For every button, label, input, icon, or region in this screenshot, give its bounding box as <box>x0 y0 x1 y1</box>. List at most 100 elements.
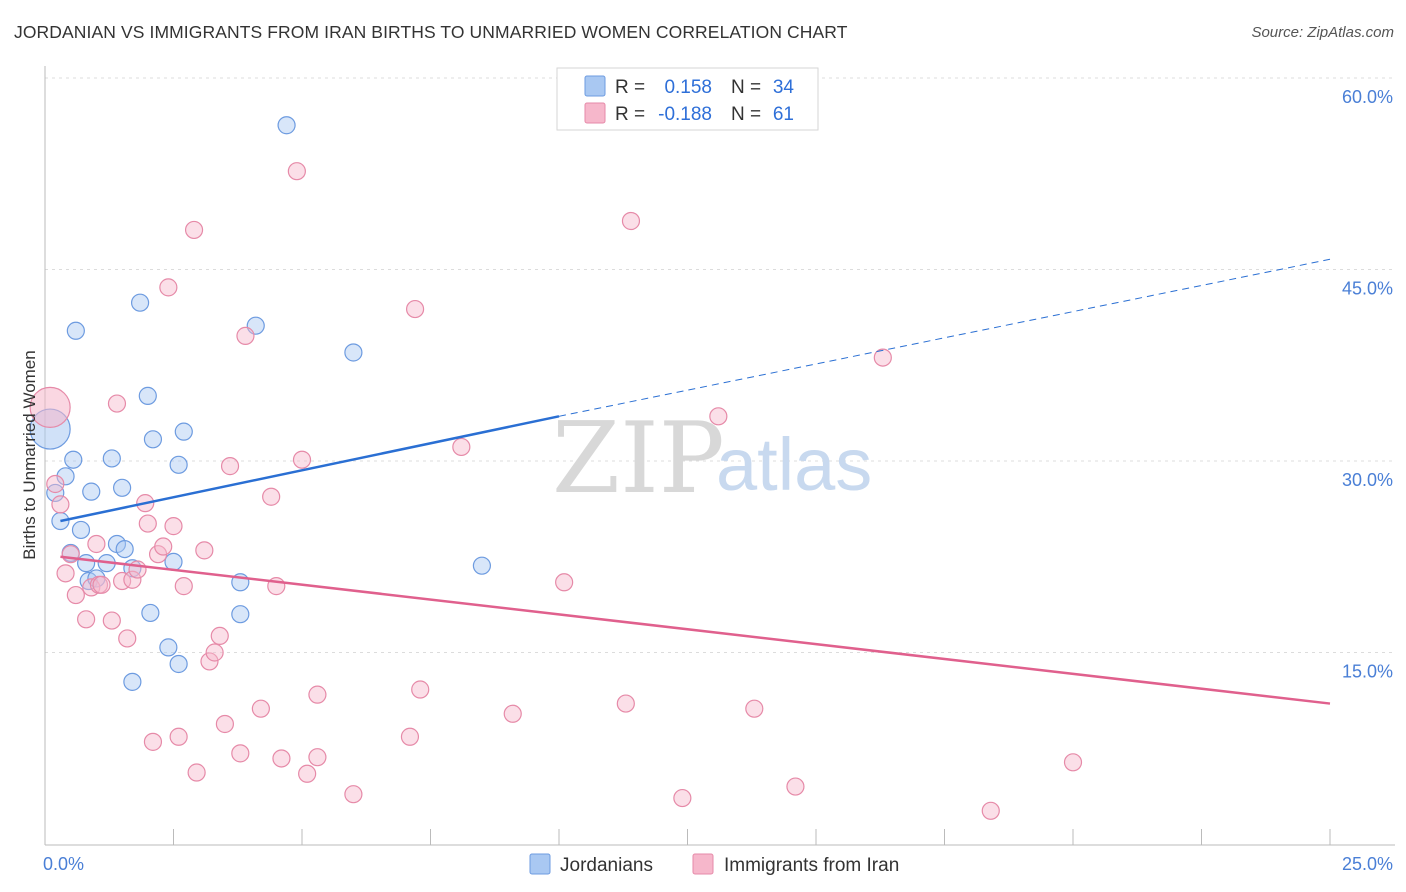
jordanian-point <box>159 638 178 657</box>
iran-point <box>709 407 728 426</box>
iran-point <box>745 699 764 718</box>
legend-r-label: R = <box>615 77 645 98</box>
iran-point <box>308 685 327 704</box>
x-tick-labels: 0.0% 25.0% <box>43 854 1393 874</box>
jordanian-trend-extension <box>558 258 1331 417</box>
iran-point <box>77 610 96 629</box>
iran-point <box>87 534 106 554</box>
iran-point <box>187 763 206 782</box>
jordanian-point <box>56 467 75 486</box>
legend-label-jordanians: Jordanians <box>560 855 653 876</box>
iran-point <box>308 748 327 767</box>
jordanian-point <box>174 422 193 441</box>
iran-point <box>205 643 224 662</box>
jordanian-trend-line <box>60 415 560 523</box>
legend-n-value: 34 <box>773 77 795 98</box>
iran-point <box>555 573 574 592</box>
jordanian-point <box>82 482 101 501</box>
legend-swatch-iran <box>692 853 714 875</box>
iran-point <box>503 704 522 723</box>
legend-swatch-jordanians <box>584 75 606 97</box>
chart-title: JORDANIAN VS IMMIGRANTS FROM IRAN BIRTHS… <box>14 22 848 42</box>
iran-point <box>251 699 270 718</box>
y-tick-label: 60.0% <box>1342 87 1393 107</box>
jordanian-point <box>169 654 188 674</box>
jordanian-point <box>141 603 160 623</box>
iran-point <box>102 611 121 630</box>
iran-trend-line <box>60 555 1331 705</box>
jordanian-point <box>143 430 163 449</box>
iran-point <box>1063 753 1083 772</box>
series-legend: Jordanians Immigrants from Iran <box>529 853 899 876</box>
iran-point <box>200 652 219 671</box>
iran-point <box>298 764 317 783</box>
iran-point <box>118 629 137 648</box>
jordanian-point <box>115 539 134 559</box>
y-tick-labels: 15.0% 30.0% 45.0% 60.0% <box>1342 87 1393 682</box>
jordanian-point <box>138 386 157 405</box>
iran-point <box>123 570 142 589</box>
axes <box>44 66 1395 846</box>
legend-n-value: 61 <box>773 104 794 125</box>
iran-point <box>51 495 70 514</box>
iran-point <box>29 386 71 428</box>
data-points <box>29 116 1083 820</box>
legend-n-label: N = <box>731 104 761 125</box>
iran-point <box>164 517 183 536</box>
x-tick-label: 25.0% <box>1342 854 1393 874</box>
legend-n-label: N = <box>731 77 761 98</box>
y-axis-label: Births to Unmarried Women <box>20 350 39 559</box>
jordanian-point <box>169 455 188 474</box>
iran-point <box>621 211 641 231</box>
trend-lines <box>60 258 1331 705</box>
jordanian-point <box>102 449 121 468</box>
jordanian-point <box>123 672 142 691</box>
legend-swatch-jordanians <box>529 853 551 875</box>
iran-point <box>452 437 471 457</box>
iran-point <box>616 694 635 713</box>
legend-r-value: 0.158 <box>664 77 712 98</box>
iran-point <box>61 545 80 564</box>
iran-point <box>174 577 193 596</box>
jordanian-point <box>130 293 150 312</box>
source-credit: Source: ZipAtlas.com <box>1251 24 1394 41</box>
legend-label-iran: Immigrants from Iran <box>724 855 899 876</box>
iran-point <box>66 585 85 605</box>
jordanian-point <box>277 116 296 135</box>
iran-point <box>231 744 250 763</box>
iran-point <box>56 564 75 583</box>
gridlines <box>45 77 1395 653</box>
iran-point <box>143 732 163 751</box>
iran-point <box>159 278 178 297</box>
iran-point <box>184 220 204 240</box>
iran-point <box>673 788 692 808</box>
iran-point <box>107 394 127 413</box>
iran-point <box>46 474 65 494</box>
watermark: ZIP atlas <box>552 402 872 516</box>
iran-point <box>128 560 147 579</box>
watermark-atlas-text: atlas <box>716 423 872 506</box>
jordanian-point <box>112 478 132 497</box>
iran-point <box>292 450 312 469</box>
iran-point <box>287 162 306 181</box>
jordanian-point <box>472 556 491 575</box>
y-tick-label: 15.0% <box>1342 662 1393 682</box>
watermark-zip-text: ZIP <box>552 402 725 516</box>
correlation-legend: R = 0.158 N = 34 R = -0.188 N = 61 <box>556 67 819 131</box>
iran-point <box>981 801 1000 820</box>
iran-point <box>169 727 188 746</box>
iran-point <box>411 680 430 699</box>
iran-point <box>215 714 234 734</box>
iran-point <box>786 777 805 796</box>
legend-r-label: R = <box>615 104 645 125</box>
iran-point <box>138 514 157 533</box>
iran-point <box>236 326 255 345</box>
jordanian-point <box>71 520 91 540</box>
y-tick-label: 45.0% <box>1342 279 1393 299</box>
iran-point <box>405 299 425 319</box>
jordanian-point <box>64 450 83 469</box>
jordanian-point <box>231 605 250 624</box>
iran-point <box>195 541 214 560</box>
iran-point <box>220 457 240 476</box>
